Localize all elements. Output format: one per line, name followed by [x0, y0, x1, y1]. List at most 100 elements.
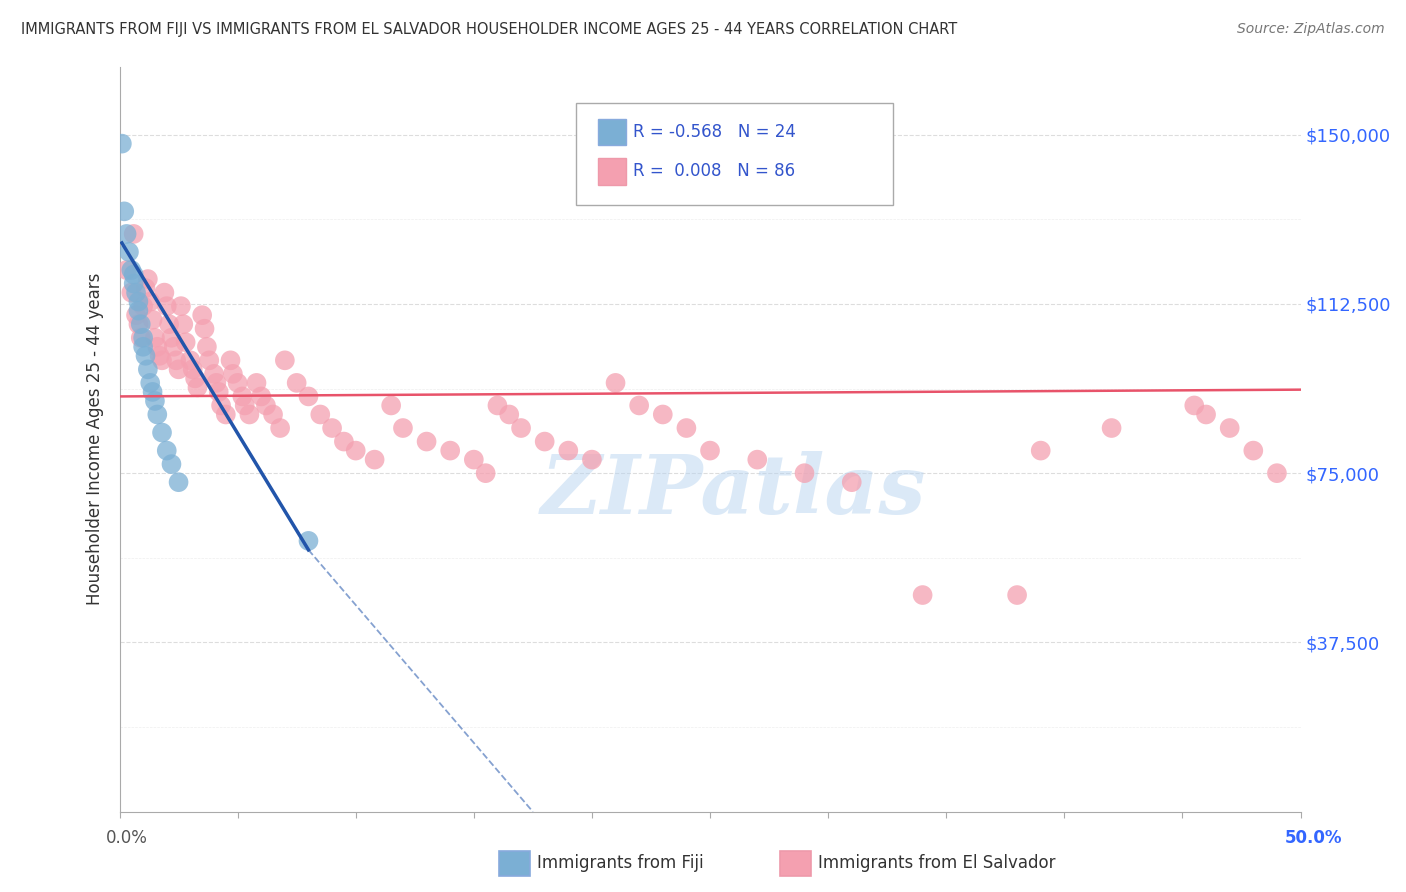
Text: Immigrants from El Salvador: Immigrants from El Salvador: [818, 854, 1056, 871]
Point: [149, 349, 172, 363]
Point: [136, 362, 159, 376]
Point: [195, 340, 218, 354]
Point: [134, 281, 156, 295]
Point: [380, 399, 402, 413]
Point: [333, 434, 356, 449]
Point: [167, 475, 190, 490]
Point: [557, 443, 579, 458]
Point: [163, 340, 186, 354]
Point: [181, 362, 204, 376]
Point: [120, 263, 142, 277]
Point: [139, 294, 162, 309]
Point: [122, 227, 145, 241]
Point: [463, 452, 485, 467]
Point: [132, 331, 155, 345]
Text: 0.0%: 0.0%: [105, 829, 148, 847]
Point: [132, 299, 155, 313]
Point: [122, 277, 145, 291]
Point: [231, 389, 253, 403]
Point: [129, 331, 152, 345]
Point: [219, 353, 242, 368]
Point: [321, 421, 343, 435]
Point: [605, 376, 627, 390]
Point: [274, 353, 297, 368]
Point: [1195, 408, 1218, 422]
Point: [1101, 421, 1123, 435]
Text: ZIPatlas: ZIPatlas: [541, 451, 927, 532]
Point: [134, 349, 156, 363]
Point: [675, 421, 697, 435]
Point: [202, 367, 225, 381]
Point: [143, 393, 166, 408]
Point: [245, 376, 267, 390]
Point: [392, 421, 415, 435]
Point: [1265, 466, 1288, 480]
Point: [205, 376, 228, 390]
Text: Immigrants from Fiji: Immigrants from Fiji: [537, 854, 704, 871]
Text: R = -0.568   N = 24: R = -0.568 N = 24: [633, 123, 796, 141]
Point: [415, 434, 437, 449]
Point: [136, 272, 159, 286]
Point: [150, 425, 173, 440]
Point: [115, 263, 138, 277]
Point: [793, 466, 815, 480]
Point: [122, 268, 145, 282]
Point: [297, 389, 319, 403]
Point: [841, 475, 863, 490]
Point: [533, 434, 555, 449]
Point: [498, 408, 520, 422]
Point: [184, 371, 207, 385]
Point: [112, 204, 135, 219]
Point: [285, 376, 308, 390]
Point: [143, 331, 166, 345]
Point: [160, 457, 183, 471]
Point: [127, 303, 149, 318]
Point: [174, 335, 197, 350]
Point: [651, 408, 673, 422]
Point: [254, 399, 277, 413]
Text: 50.0%: 50.0%: [1285, 829, 1343, 847]
Point: [170, 299, 193, 313]
Point: [262, 408, 284, 422]
Point: [156, 299, 179, 313]
Point: [581, 452, 603, 467]
Point: [344, 443, 367, 458]
Point: [222, 367, 245, 381]
Point: [1182, 399, 1205, 413]
Text: Source: ZipAtlas.com: Source: ZipAtlas.com: [1237, 22, 1385, 37]
Point: [208, 384, 231, 399]
Point: [250, 389, 273, 403]
Point: [309, 408, 332, 422]
Point: [125, 308, 148, 322]
Point: [1241, 443, 1264, 458]
Point: [186, 380, 208, 394]
Point: [142, 312, 165, 326]
Text: R =  0.008   N = 86: R = 0.008 N = 86: [633, 162, 794, 180]
Point: [157, 317, 180, 331]
Point: [193, 322, 215, 336]
Point: [209, 399, 232, 413]
Point: [486, 399, 509, 413]
Point: [1029, 443, 1052, 458]
Y-axis label: Householder Income Ages 25 - 44 years: Householder Income Ages 25 - 44 years: [86, 273, 104, 606]
Point: [911, 588, 934, 602]
Point: [233, 399, 256, 413]
Point: [127, 294, 149, 309]
Point: [111, 136, 134, 151]
Point: [160, 331, 183, 345]
Point: [156, 443, 179, 458]
Point: [118, 244, 141, 259]
Point: [150, 353, 173, 368]
Point: [132, 340, 155, 354]
Point: [628, 399, 651, 413]
Point: [1005, 588, 1028, 602]
Point: [172, 317, 194, 331]
Point: [146, 340, 169, 354]
Point: [125, 285, 148, 300]
Point: [1219, 421, 1241, 435]
Point: [165, 353, 187, 368]
Text: IMMIGRANTS FROM FIJI VS IMMIGRANTS FROM EL SALVADOR HOUSEHOLDER INCOME AGES 25 -: IMMIGRANTS FROM FIJI VS IMMIGRANTS FROM …: [21, 22, 957, 37]
Point: [297, 533, 319, 548]
Point: [127, 317, 149, 331]
Point: [153, 285, 176, 300]
